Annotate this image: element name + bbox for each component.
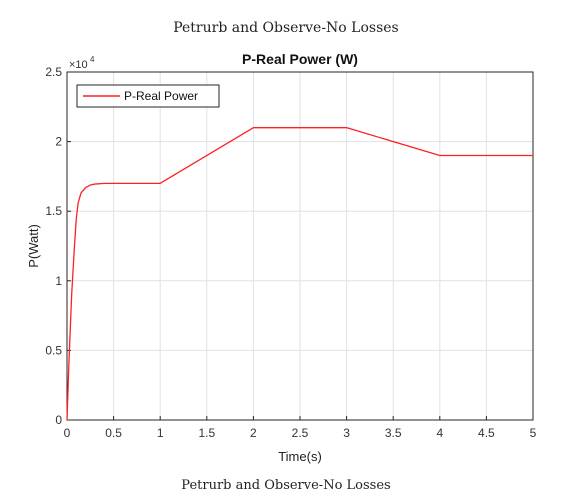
- figure-suptitle: Petrurb and Observe-No Losses: [173, 20, 399, 36]
- y-tick-label: 2.5: [45, 65, 62, 79]
- x-tick-label: 1.5: [198, 426, 215, 440]
- series-line-p-real-power: [66, 127, 533, 421]
- y-tick-label: 1: [55, 274, 62, 288]
- y-axis-label: P(Watt): [26, 224, 41, 268]
- x-tick-label: 5: [530, 426, 537, 440]
- y-multiplier-base: ×10: [69, 59, 88, 71]
- legend-entry-label: P-Real Power: [124, 89, 198, 103]
- x-tick-label: 3: [343, 426, 350, 440]
- x-tick-label: 0.5: [105, 426, 122, 440]
- x-tick-label: 4: [436, 426, 443, 440]
- series: [66, 127, 533, 421]
- plot-title: P-Real Power (W): [242, 51, 358, 67]
- grid: [66, 71, 534, 421]
- y-multiplier-exponent: 4: [90, 55, 95, 64]
- y-tick-label: 0: [55, 413, 62, 427]
- y-tick-label: 2: [55, 135, 62, 149]
- x-tick-label: 0: [64, 426, 71, 440]
- x-axis-label: Time(s): [278, 449, 322, 464]
- y-tick-label: 0.5: [45, 343, 62, 357]
- y-tick-label: 1.5: [45, 204, 62, 218]
- legend-box: [76, 84, 220, 108]
- x-tick-label: 2.5: [292, 426, 309, 440]
- y-axis-multiplier: ×10 4: [69, 55, 95, 71]
- x-tick-label: 3.5: [385, 426, 402, 440]
- x-tick-label: 1: [157, 426, 164, 440]
- figure-footer-title: Petrurb and Observe-No Losses: [181, 478, 391, 493]
- x-tick-label: 4.5: [478, 426, 495, 440]
- axis-ticks: 0 0.5 1 1.5 2 2.5 3 3.5 4 4.5 5 0 0.5 1 1.5 2 2.5: [45, 65, 536, 440]
- legend: P-Real Power: [76, 84, 220, 108]
- x-tick-label: 2: [250, 426, 257, 440]
